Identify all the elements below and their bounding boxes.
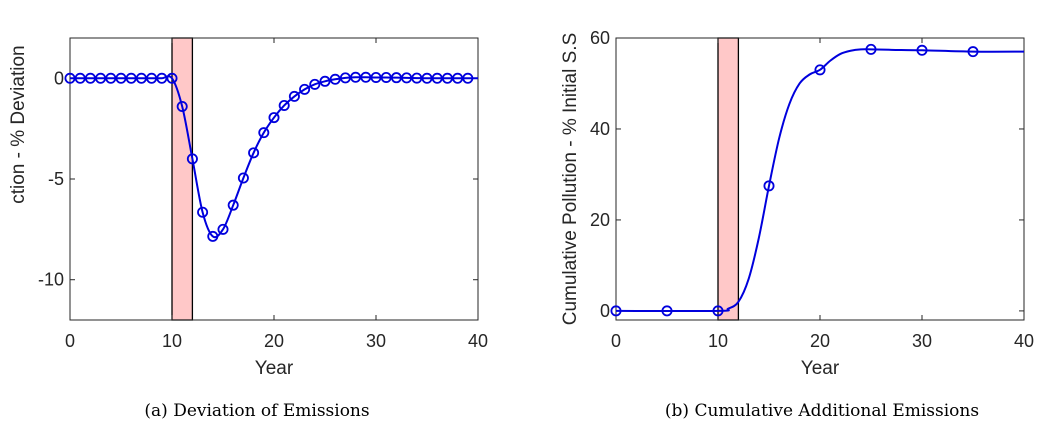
x-tick-label: 30 [366, 331, 386, 351]
data-point [390, 72, 402, 84]
data-point [421, 72, 433, 84]
x-tick-label: 40 [468, 331, 488, 351]
data-point [916, 44, 928, 56]
y-axis-label: Green Production - % Deviation [8, 45, 29, 312]
x-tick-label: 0 [65, 331, 75, 351]
data-point [380, 71, 392, 83]
data-point [84, 72, 96, 84]
data-point [268, 112, 280, 124]
axes-box [615, 37, 1025, 321]
x-tick-label: 20 [264, 331, 284, 351]
x-tick-label: 40 [1014, 331, 1034, 351]
data-point [288, 90, 300, 102]
data-point [176, 100, 188, 112]
data-point [452, 72, 464, 84]
y-tick-label: 0 [600, 301, 610, 321]
series-line [70, 75, 478, 239]
data-point [258, 127, 270, 139]
x-axis-label: Year [801, 358, 840, 379]
y-axis-label: Cumulative Pollution - % Initial S.S [560, 33, 581, 326]
data-point [401, 72, 413, 84]
x-axis-label: Year [255, 358, 294, 379]
data-point [299, 83, 311, 95]
y-tick-label: -5 [48, 169, 64, 189]
data-point [278, 99, 290, 111]
data-point [610, 305, 622, 317]
data-point [217, 223, 229, 235]
x-tick-label: 10 [162, 331, 182, 351]
data-point [197, 206, 209, 218]
data-point [661, 305, 673, 317]
data-point [350, 71, 362, 83]
data-point [186, 153, 198, 165]
data-point [329, 73, 341, 85]
data-point [319, 75, 331, 87]
data-point [431, 72, 443, 84]
data-point [865, 43, 877, 55]
shaded-region [171, 37, 194, 321]
y-tick-label: 60 [590, 28, 610, 48]
data-point [763, 180, 775, 192]
data-point [95, 72, 107, 84]
caption-a: (a) Deviation of Emissions [144, 401, 369, 421]
data-point [814, 64, 826, 76]
chart-panel-b: (b) Cumulative Additional Emissions 0 10 2… [560, 28, 1034, 421]
chart-panel-a: (a) Deviation of Emissions 0 10 20 30 40 0 -5 -… [8, 37, 488, 421]
x-tick-label: 30 [912, 331, 932, 351]
data-point [712, 305, 724, 317]
data-point [74, 72, 86, 84]
data-point [441, 72, 453, 84]
data-point [237, 172, 249, 184]
data-point [309, 78, 321, 90]
y-tick-label: 40 [590, 119, 610, 139]
y-tick-label: 0 [54, 68, 64, 88]
x-tick-label: 20 [810, 331, 830, 351]
data-point [125, 72, 137, 84]
data-point [146, 72, 158, 84]
data-point [64, 72, 76, 84]
axes-box [69, 37, 479, 321]
data-point [207, 230, 219, 242]
x-tick-label: 10 [708, 331, 728, 351]
y-tick-label: 20 [590, 210, 610, 230]
shaded-region [717, 37, 740, 321]
data-point [156, 72, 168, 84]
data-point [115, 72, 127, 84]
data-point [360, 71, 372, 83]
data-point [339, 72, 351, 84]
data-point [105, 72, 117, 84]
data-point [411, 72, 423, 84]
x-tick-label: 0 [611, 331, 621, 351]
y-tick-label: -10 [38, 270, 64, 290]
data-point [166, 72, 178, 84]
data-point [462, 72, 474, 84]
data-point [135, 72, 147, 84]
data-point [248, 147, 260, 159]
series-line [615, 48, 1025, 313]
data-point [967, 46, 979, 58]
caption-b: (b) Cumulative Additional Emissions [665, 401, 979, 421]
data-point [370, 71, 382, 83]
data-point [227, 199, 239, 211]
